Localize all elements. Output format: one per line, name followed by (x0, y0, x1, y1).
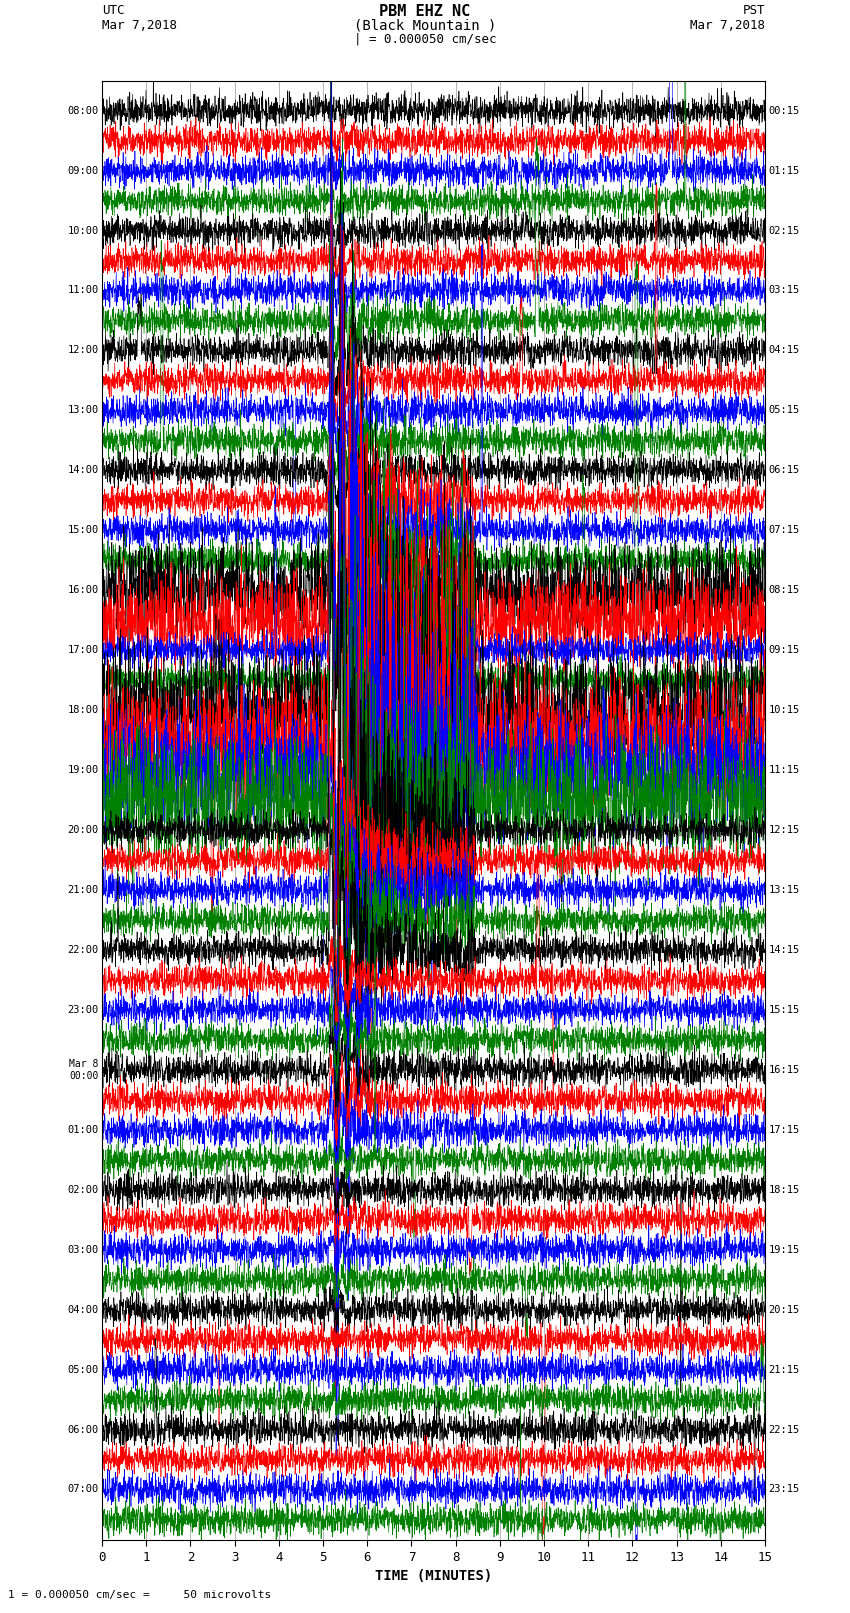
Text: 22:15: 22:15 (768, 1424, 800, 1434)
Text: 13:15: 13:15 (768, 886, 800, 895)
Text: 04:15: 04:15 (768, 345, 800, 355)
Text: 09:00: 09:00 (67, 166, 99, 176)
Text: 05:00: 05:00 (67, 1365, 99, 1374)
Text: 22:00: 22:00 (67, 945, 99, 955)
Text: 17:15: 17:15 (768, 1124, 800, 1136)
Text: 20:00: 20:00 (67, 824, 99, 836)
Text: 03:15: 03:15 (768, 286, 800, 295)
Text: 06:00: 06:00 (67, 1424, 99, 1434)
Text: Mar 7,2018: Mar 7,2018 (102, 18, 177, 32)
Text: 10:15: 10:15 (768, 705, 800, 715)
Text: 19:15: 19:15 (768, 1245, 800, 1255)
Text: 07:15: 07:15 (768, 526, 800, 536)
Text: 16:15: 16:15 (768, 1065, 800, 1074)
Text: 15:15: 15:15 (768, 1005, 800, 1015)
Text: PST: PST (743, 5, 765, 18)
Text: 17:00: 17:00 (67, 645, 99, 655)
Text: 07:00: 07:00 (67, 1484, 99, 1495)
Text: 08:00: 08:00 (67, 105, 99, 116)
Text: 02:15: 02:15 (768, 226, 800, 235)
Text: 19:00: 19:00 (67, 765, 99, 776)
Text: 21:00: 21:00 (67, 886, 99, 895)
Text: 10:00: 10:00 (67, 226, 99, 235)
Text: 06:15: 06:15 (768, 465, 800, 476)
Text: 23:00: 23:00 (67, 1005, 99, 1015)
Text: 11:15: 11:15 (768, 765, 800, 776)
Text: 23:15: 23:15 (768, 1484, 800, 1495)
Text: | = 0.000050 cm/sec: | = 0.000050 cm/sec (354, 32, 496, 45)
Text: Mar 7,2018: Mar 7,2018 (690, 18, 765, 32)
Text: 1 = 0.000050 cm/sec =     50 microvolts: 1 = 0.000050 cm/sec = 50 microvolts (8, 1590, 272, 1600)
Text: 01:15: 01:15 (768, 166, 800, 176)
Text: 21:15: 21:15 (768, 1365, 800, 1374)
Text: 04:00: 04:00 (67, 1305, 99, 1315)
X-axis label: TIME (MINUTES): TIME (MINUTES) (375, 1569, 492, 1584)
Text: Mar 8
00:00: Mar 8 00:00 (70, 1060, 99, 1081)
Text: 13:00: 13:00 (67, 405, 99, 416)
Text: 18:15: 18:15 (768, 1184, 800, 1195)
Text: 03:00: 03:00 (67, 1245, 99, 1255)
Text: 18:00: 18:00 (67, 705, 99, 715)
Text: 08:15: 08:15 (768, 586, 800, 595)
Text: PBM EHZ NC: PBM EHZ NC (379, 5, 471, 19)
Text: 01:00: 01:00 (67, 1124, 99, 1136)
Text: 05:15: 05:15 (768, 405, 800, 416)
Text: 16:00: 16:00 (67, 586, 99, 595)
Text: 11:00: 11:00 (67, 286, 99, 295)
Text: 00:15: 00:15 (768, 105, 800, 116)
Text: 14:15: 14:15 (768, 945, 800, 955)
Text: 02:00: 02:00 (67, 1184, 99, 1195)
Text: 14:00: 14:00 (67, 465, 99, 476)
Text: 12:15: 12:15 (768, 824, 800, 836)
Text: (Black Mountain ): (Black Mountain ) (354, 18, 496, 32)
Text: UTC: UTC (102, 5, 124, 18)
Text: 20:15: 20:15 (768, 1305, 800, 1315)
Text: 12:00: 12:00 (67, 345, 99, 355)
Text: 15:00: 15:00 (67, 526, 99, 536)
Text: 09:15: 09:15 (768, 645, 800, 655)
